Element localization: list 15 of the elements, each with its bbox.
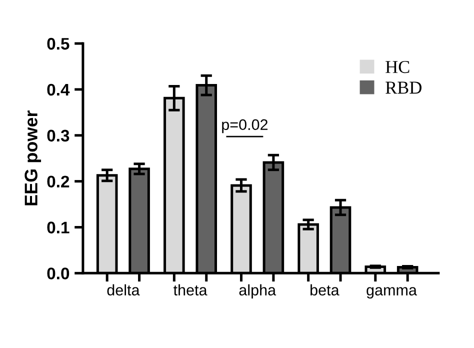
y-tick-label: 0.4 bbox=[47, 84, 70, 96]
x-tick-label: beta bbox=[310, 284, 340, 296]
annotation: p=0.02 bbox=[222, 119, 268, 134]
y-axis-title: EEG power bbox=[24, 110, 42, 206]
legend-label: HC bbox=[386, 60, 410, 74]
x-tick-label: delta bbox=[107, 284, 140, 296]
y-tick-label: 0.5 bbox=[47, 38, 70, 50]
x-tick-label: theta bbox=[174, 284, 208, 296]
legend-label: RBD bbox=[386, 82, 422, 94]
y-tick-label: 0.2 bbox=[47, 176, 70, 188]
x-tick-label: gamma bbox=[366, 287, 417, 299]
x-tick-label: alpha bbox=[239, 284, 276, 299]
y-tick-label: 0.3 bbox=[47, 130, 70, 142]
y-tick-label: 0.0 bbox=[47, 268, 70, 280]
y-tick-label: 0.1 bbox=[47, 222, 70, 234]
